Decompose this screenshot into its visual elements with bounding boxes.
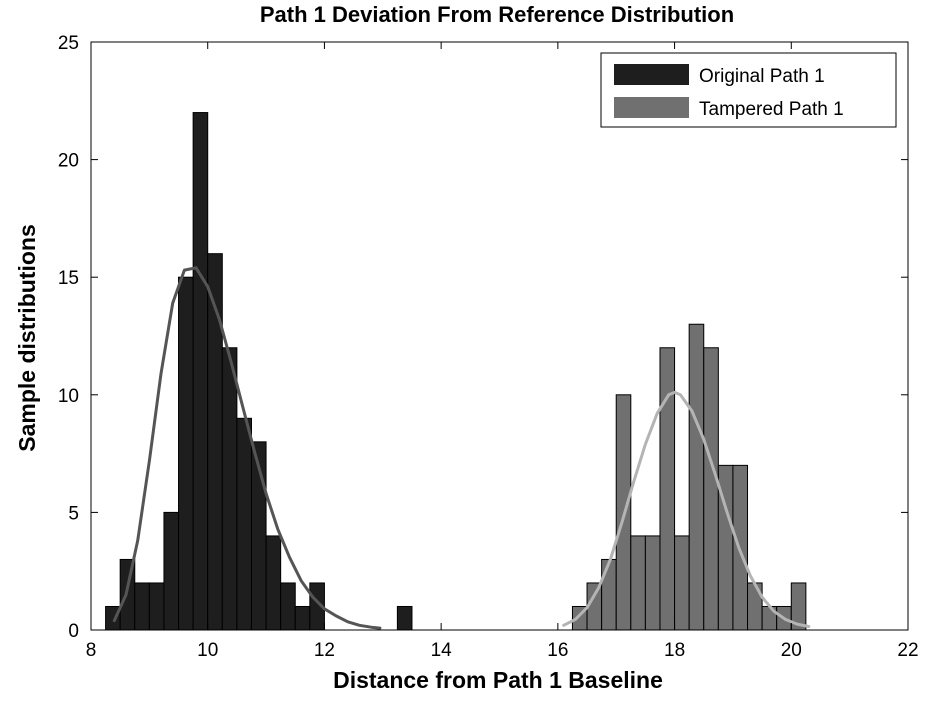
fit-curves bbox=[112, 266, 811, 630]
y-tick-label-4: 20 bbox=[58, 151, 79, 172]
legend-swatch-original bbox=[614, 64, 689, 85]
y-tick-label-5: 25 bbox=[58, 33, 79, 54]
y-tick-label-0: 0 bbox=[68, 621, 79, 642]
legend: Original Path 1 Tampered Path 1 bbox=[600, 52, 897, 128]
x-tick-label-7: 22 bbox=[897, 640, 918, 661]
y-tick-label-2: 10 bbox=[58, 386, 79, 407]
legend-swatch-tampered bbox=[614, 97, 689, 118]
y-axis-ticks: 0 5 10 15 20 25 bbox=[58, 33, 908, 642]
original-path-bar-4 bbox=[163, 511, 180, 631]
y-axis-label: Sample distributions bbox=[14, 224, 40, 451]
tampered-path-bar-12 bbox=[747, 582, 763, 631]
original-path-bar-15 bbox=[396, 605, 413, 631]
original-path-bar-12 bbox=[280, 582, 296, 631]
tampered-path-bar-5 bbox=[644, 535, 661, 631]
x-tick-label-0: 8 bbox=[86, 640, 97, 661]
original-path-bar-2 bbox=[134, 582, 150, 631]
chart-title: Path 1 Deviation From Reference Distribu… bbox=[260, 2, 734, 27]
x-tick-label-1: 10 bbox=[197, 640, 218, 661]
x-axis-ticks: 8 10 12 14 16 18 20 22 bbox=[86, 42, 919, 661]
original-path-bar-14 bbox=[309, 582, 325, 631]
tampered-path-bar-4 bbox=[630, 535, 646, 631]
tampered-path-bar-7 bbox=[674, 535, 690, 631]
x-axis-label: Distance from Path 1 Baseline bbox=[333, 667, 663, 693]
plot-area: 8 10 12 14 16 18 20 22 0 5 10 15 20 25 bbox=[58, 33, 919, 661]
x-tick-label-4: 16 bbox=[547, 640, 568, 661]
tampered-path-bar-6 bbox=[659, 347, 676, 631]
y-tick-label-1: 5 bbox=[68, 503, 79, 524]
x-tick-label-3: 14 bbox=[431, 640, 453, 661]
tampered-path-bar-8 bbox=[688, 323, 705, 631]
x-tick-label-5: 18 bbox=[664, 640, 685, 661]
y-tick-label-3: 15 bbox=[58, 268, 79, 289]
tampered-path-bar-2 bbox=[601, 558, 617, 631]
tampered-path-fit-curve bbox=[562, 390, 811, 628]
original-path-bar-3 bbox=[148, 582, 165, 631]
original-path-bar-13 bbox=[294, 605, 311, 631]
x-tick-label-2: 12 bbox=[314, 640, 335, 661]
original-path-fit-curve bbox=[112, 266, 382, 630]
tampered-path-bar-15 bbox=[790, 582, 807, 631]
original-path-bar-11 bbox=[265, 535, 282, 631]
original-path-bar-9 bbox=[236, 417, 252, 631]
legend-label-tampered: Tampered Path 1 bbox=[699, 99, 844, 120]
x-tick-label-6: 20 bbox=[781, 640, 802, 661]
original-path-bar-8 bbox=[221, 347, 238, 631]
original-path-bar-6 bbox=[192, 112, 209, 631]
tampered-path-bar-9 bbox=[703, 347, 719, 631]
legend-label-original: Original Path 1 bbox=[699, 66, 825, 87]
original-path-bar-5 bbox=[178, 276, 194, 631]
